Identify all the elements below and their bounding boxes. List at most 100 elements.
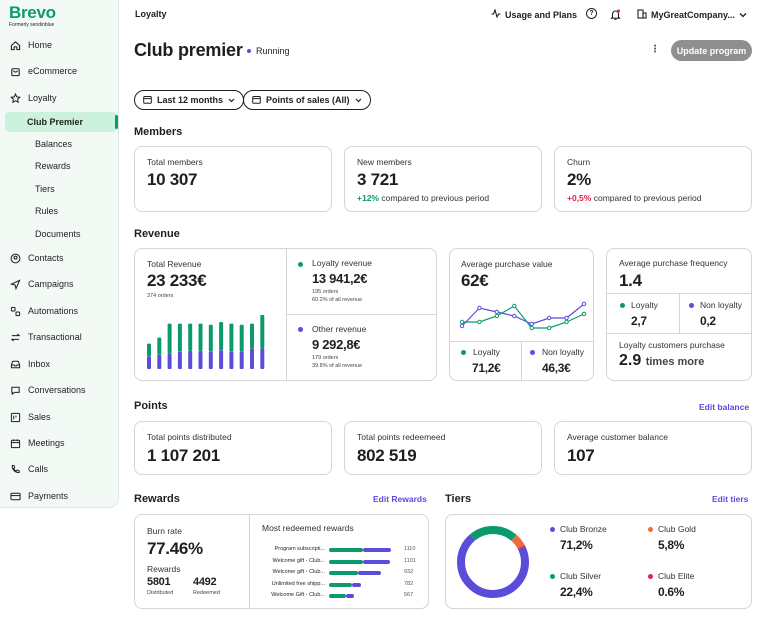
churn-card: Churn 2% +0,5% compared to previous peri… — [554, 146, 752, 212]
loyalty-revenue-bar — [208, 324, 213, 352]
edit-rewards-link[interactable]: Edit Rewards — [373, 494, 427, 504]
sidebar-item-meetings[interactable]: Meetings — [9, 432, 113, 454]
edit-tiers-link[interactable]: Edit tiers — [712, 494, 749, 504]
company-selector[interactable]: MyGreatCompany... — [637, 9, 747, 21]
status-badge: Running — [247, 46, 290, 56]
other-revenue-bar — [260, 348, 265, 369]
total-revenue-value: 23 233€ — [147, 271, 207, 290]
non-loyalty-point — [494, 309, 500, 315]
pos-filter[interactable]: Points of sales (All) — [243, 90, 371, 110]
non-loyalty-line — [461, 303, 585, 327]
sidebar-item-club-premier[interactable]: Club Premier — [5, 112, 117, 132]
lcp-value: 2.9 — [619, 352, 642, 369]
tier-elite-value: 0.6% — [658, 585, 685, 599]
customer-balance-card: Average customer balance 107 — [554, 421, 752, 475]
reward-value: 1110 — [404, 546, 416, 552]
loyalty-revenue-orders: 195 orders — [312, 289, 339, 295]
store-icon — [252, 95, 261, 106]
sidebar-sub-documents[interactable]: Documents — [35, 229, 81, 239]
lcp-row: 2.9 times more — [619, 352, 704, 370]
divider — [679, 293, 680, 333]
points-title: Points — [134, 400, 168, 412]
bell-icon[interactable] — [610, 8, 621, 26]
sidebar-item-payments[interactable]: Payments — [9, 485, 113, 507]
contacts-icon — [9, 252, 21, 264]
star-icon — [9, 92, 21, 104]
reward-bar-primary — [329, 548, 364, 552]
period-filter[interactable]: Last 12 months — [134, 90, 245, 110]
active-indicator — [115, 115, 118, 129]
avg-purchase-frequency-card: Average purchase frequency 1.4 Loyalty 2… — [606, 248, 752, 381]
brevo-logo[interactable]: Brevo Formerly sendinblue — [9, 4, 56, 29]
apv-loyalty-label: Loyalty — [473, 347, 500, 357]
help-icon[interactable]: ? — [586, 8, 597, 19]
chevron-down-icon — [228, 95, 235, 105]
apf-value: 1.4 — [619, 271, 642, 290]
sidebar-item-label: Conversations — [28, 385, 86, 395]
sidebar-item-label: Inbox — [28, 359, 51, 369]
sidebar-sub-rules[interactable]: Rules — [35, 206, 59, 216]
sidebar-item-contacts[interactable]: Contacts — [9, 247, 113, 269]
sidebar-item-inbox[interactable]: Inbox — [9, 353, 113, 375]
usage-plans-link[interactable]: Usage and Plans — [491, 8, 578, 20]
usage-plans-label: Usage and Plans — [505, 9, 578, 20]
reward-row: Program subscripti... 1110 — [263, 545, 423, 556]
total-revenue-orders: 374 orders — [147, 293, 174, 299]
loyalty-point — [494, 313, 500, 319]
sidebar-item-campaigns[interactable]: Campaigns — [9, 273, 113, 295]
non-loyalty-point — [459, 323, 465, 329]
chat-icon — [9, 384, 21, 396]
phone-icon — [9, 463, 21, 475]
loyalty-revenue-share: 60.2% of all revenue — [312, 297, 363, 303]
sidebar: Brevo Formerly sendinblue Home eCommerce… — [0, 0, 119, 508]
more-options-icon[interactable]: ⋮ — [650, 44, 660, 55]
sidebar-item-label: Transactional — [28, 332, 82, 342]
revenue-title: Revenue — [134, 228, 180, 240]
sidebar-item-loyalty[interactable]: Loyalty — [9, 87, 113, 109]
tier-bronze-value: 71,2% — [560, 538, 593, 552]
apf-label: Average purchase frequency — [619, 258, 728, 268]
customer-balance-label: Average customer balance — [567, 432, 668, 442]
rewards-distributed-label: Distributed — [147, 590, 174, 596]
sidebar-item-sales[interactable]: Sales — [9, 406, 113, 428]
status-dot — [247, 49, 251, 53]
customer-balance-value: 107 — [567, 446, 595, 465]
tier-silver-value: 22,4% — [560, 585, 593, 599]
other-revenue-bar — [167, 353, 172, 369]
points-distributed-value: 1 107 201 — [147, 446, 220, 465]
sidebar-item-label: Loyalty — [28, 93, 57, 103]
reward-row: Welcome gift - Club... 1101 — [263, 557, 423, 568]
sidebar-sub-balances[interactable]: Balances — [35, 139, 73, 149]
apf-non-label: Non loyalty — [700, 300, 743, 310]
other-revenue-bar — [219, 350, 224, 369]
sidebar-item-label: Calls — [28, 464, 49, 474]
sidebar-sub-rewards[interactable]: Rewards — [35, 161, 71, 171]
loyalty-revenue-label: Loyalty revenue — [312, 258, 373, 268]
sidebar-sub-tiers[interactable]: Tiers — [35, 184, 55, 194]
apv-label: Average purchase value — [461, 259, 553, 269]
sidebar-item-conversations[interactable]: Conversations — [9, 379, 113, 401]
reward-name: Welcome gift - Club... — [272, 557, 325, 564]
reward-row: Welcome gift - Club... 932 — [263, 568, 423, 579]
period-filter-label: Last 12 months — [157, 95, 224, 105]
edit-balance-link[interactable]: Edit balance — [699, 402, 750, 412]
loyalty-revenue-bar — [167, 323, 172, 354]
loyalty-point — [546, 325, 552, 331]
sidebar-item-automations[interactable]: Automations — [9, 300, 113, 322]
sidebar-item-transactional[interactable]: Transactional — [9, 326, 113, 348]
burn-rate-value: 77.46% — [147, 539, 203, 558]
sidebar-item-home[interactable]: Home — [9, 34, 113, 56]
sidebar-item-ecommerce[interactable]: eCommerce — [9, 60, 113, 82]
chevron-down-icon — [739, 10, 747, 20]
other-legend-dot — [298, 327, 303, 332]
reward-bar-secondary — [363, 548, 391, 552]
tier-slice — [457, 526, 529, 598]
inbox-icon — [9, 358, 21, 370]
activity-icon — [491, 8, 501, 20]
other-revenue-label: Other revenue — [312, 324, 367, 334]
sidebar-item-label: Home — [28, 40, 53, 50]
new-members-value: 3 721 — [357, 170, 399, 189]
sidebar-item-calls[interactable]: Calls — [9, 458, 113, 480]
update-program-button[interactable]: Update program — [671, 40, 752, 61]
page-title: Club premier — [134, 40, 243, 60]
